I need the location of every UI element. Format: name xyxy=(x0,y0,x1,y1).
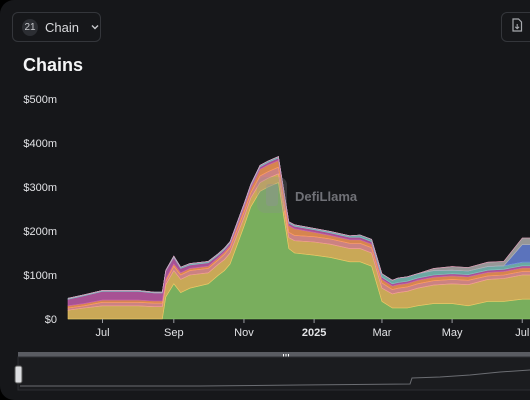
brush-track[interactable] xyxy=(18,352,530,357)
y-tick-label: $200m xyxy=(23,226,57,238)
x-tick-label: Jul xyxy=(95,327,109,339)
y-axis: $0 $100m $200m $300m $400m $500m xyxy=(23,94,57,326)
export-button[interactable] xyxy=(501,12,530,42)
chart-title: Chains xyxy=(23,55,84,75)
x-tick-label: 2025 xyxy=(302,327,326,339)
x-tick-label: Nov xyxy=(234,327,254,339)
x-tick-label: Sep xyxy=(164,327,184,339)
y-tick-label: $500m xyxy=(23,94,57,106)
y-tick-label: $300m xyxy=(23,182,57,194)
download-file-icon xyxy=(511,17,523,37)
x-tick-label: Mar xyxy=(372,327,391,339)
watermark-text: DefiLlama xyxy=(295,189,358,204)
series-areas xyxy=(67,156,530,320)
y-tick-label: $400m xyxy=(23,138,57,150)
y-tick-label: $0 xyxy=(45,314,57,326)
chain-count-badge: 21 xyxy=(22,18,39,36)
brush-preview[interactable] xyxy=(17,356,530,391)
time-range-brush[interactable] xyxy=(14,352,530,391)
chevron-down-icon xyxy=(90,22,100,32)
x-tick-label: Jul xyxy=(515,327,529,339)
y-tick-label: $100m xyxy=(23,270,57,282)
chain-filter-button[interactable]: 21 Chain xyxy=(12,12,101,42)
series-area-10 xyxy=(67,156,530,299)
x-axis: Jul Sep Nov 2025 Mar May Jul xyxy=(95,319,529,339)
brush-left-handle[interactable] xyxy=(14,365,23,384)
watermark: DefiLlama xyxy=(257,177,358,213)
llama-logo-icon xyxy=(257,177,287,213)
x-tick-label: May xyxy=(442,327,463,339)
chain-filter-label: Chain xyxy=(45,19,79,35)
